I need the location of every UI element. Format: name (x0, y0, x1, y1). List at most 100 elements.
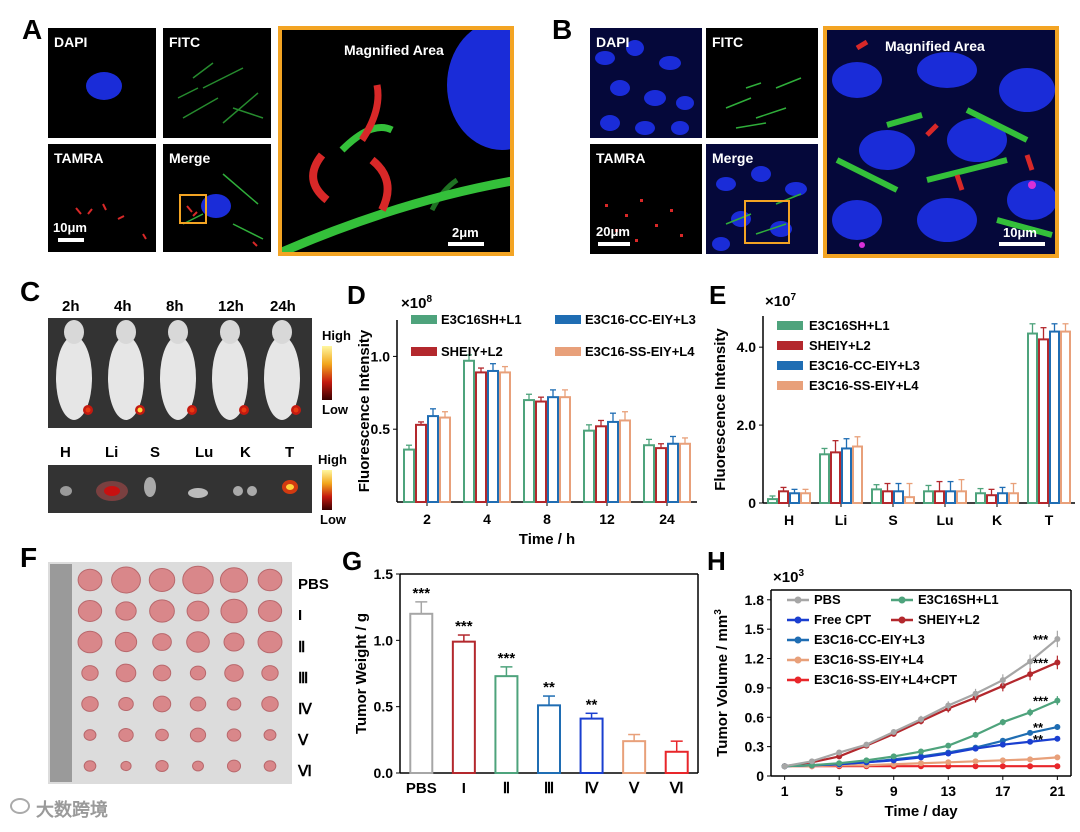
tumor-signal-core (189, 407, 195, 413)
tumor (155, 759, 169, 773)
y-tick-label: 0.5 (374, 699, 394, 715)
organ-label: H (60, 444, 71, 461)
panel-a-dapi-label: DAPI (54, 34, 88, 50)
group-label: Ⅵ (298, 763, 312, 780)
tumor (120, 760, 132, 772)
bar (1008, 492, 1019, 505)
organ-label: S (150, 444, 161, 461)
tumor (226, 728, 242, 742)
mouse-head (116, 320, 136, 344)
tumor (226, 697, 242, 711)
panel-a-fitc-image: FITC (163, 28, 271, 138)
mouse-body (264, 336, 300, 420)
organ-image-strip (48, 465, 312, 513)
panel-a-scale-text-2: 2μm (452, 225, 479, 240)
significance-label: ** (1033, 732, 1044, 747)
tumor (189, 665, 207, 681)
panel-letter: D (347, 280, 366, 310)
x-axis-label: Time / h (519, 531, 575, 548)
significance-label: *** (1033, 655, 1049, 670)
y-axis-label: Fluorescence Intensity (356, 329, 373, 492)
data-point (1027, 763, 1034, 770)
panel-letter: G (342, 546, 362, 576)
legend-swatch (555, 347, 581, 356)
bar (664, 750, 689, 774)
bar (463, 359, 475, 503)
x-tick-label: Ⅵ (669, 780, 684, 797)
mouse-image-strip (48, 318, 312, 428)
significance-label: ** (586, 696, 598, 713)
time-label: 4h (114, 298, 132, 315)
panel-b-fitc-label: FITC (712, 34, 744, 50)
legend-label: E3C16SH+L1 (441, 312, 522, 327)
tumor (148, 568, 176, 592)
y-tick-label: 1.0 (374, 632, 394, 648)
organ-label: T (285, 444, 295, 461)
tumor (189, 696, 207, 712)
data-point (999, 677, 1006, 684)
panel-a-scale-bar-2 (448, 242, 484, 246)
legend-marker (898, 596, 906, 604)
data-point (972, 763, 979, 770)
panel-b-merge-label: Merge (712, 150, 754, 166)
legend-label: PBS (814, 592, 841, 607)
data-point (945, 702, 952, 709)
tumor (263, 729, 277, 741)
tumor (257, 630, 283, 654)
tumor (81, 665, 99, 681)
y-axis-label: Tumor Volume / mm3 (713, 609, 731, 757)
panel-b-magnified-label: Magnified Area (885, 38, 985, 54)
time-label: 24h (270, 298, 296, 315)
data-point (1054, 697, 1061, 704)
bar (535, 400, 547, 503)
y-tick-label: 0.3 (745, 739, 765, 755)
data-point (808, 758, 815, 765)
tumor-signal-core (293, 407, 299, 413)
data-point (918, 760, 924, 767)
y-exponent: ×103 (773, 568, 804, 586)
y-axis-label-sup: 3 (713, 609, 724, 615)
bar (934, 490, 945, 504)
legend-marker (794, 636, 802, 644)
heat-high-label-bottom: High (318, 452, 347, 467)
panel-a-fitc-label: FITC (169, 34, 201, 50)
bar (619, 419, 631, 504)
tumor (118, 728, 134, 742)
bar (439, 416, 451, 503)
legend-swatch (777, 361, 803, 370)
legend-marker (794, 596, 802, 604)
mouse-body (56, 336, 92, 420)
bar (537, 704, 561, 774)
tumor (186, 600, 210, 622)
x-tick-label: 2 (423, 511, 431, 527)
legend-swatch (411, 347, 437, 356)
x-tick-label: Ⅱ (503, 780, 510, 797)
bar (800, 492, 811, 505)
bar (409, 612, 434, 774)
bar (893, 490, 904, 504)
significance-label: *** (498, 650, 516, 667)
heat-low-label-top: Low (322, 402, 348, 417)
heat-scale-bar-top (322, 346, 332, 400)
x-tick-label: T (1045, 512, 1054, 528)
data-point (999, 719, 1006, 726)
data-point (1027, 729, 1034, 736)
y-tick-label: 1.5 (745, 621, 765, 637)
y-tick-label: 1.2 (745, 651, 765, 667)
group-label: PBS (298, 576, 329, 593)
bar (655, 447, 667, 504)
panel-c-letter: C (20, 276, 41, 307)
tumor (77, 630, 103, 654)
data-point (1054, 763, 1061, 770)
panel-b-dapi-image: DAPI (590, 28, 702, 138)
legend-marker (794, 656, 802, 664)
time-label: 8h (166, 298, 184, 315)
significance-label: *** (413, 585, 431, 602)
data-point (1027, 658, 1034, 665)
x-tick-label: Li (835, 512, 847, 528)
bar (778, 490, 789, 504)
mouse-body (108, 336, 144, 420)
y-tick-label: 1.8 (745, 592, 765, 608)
tumor (77, 600, 103, 622)
y-tick-label: 4.0 (737, 339, 757, 355)
